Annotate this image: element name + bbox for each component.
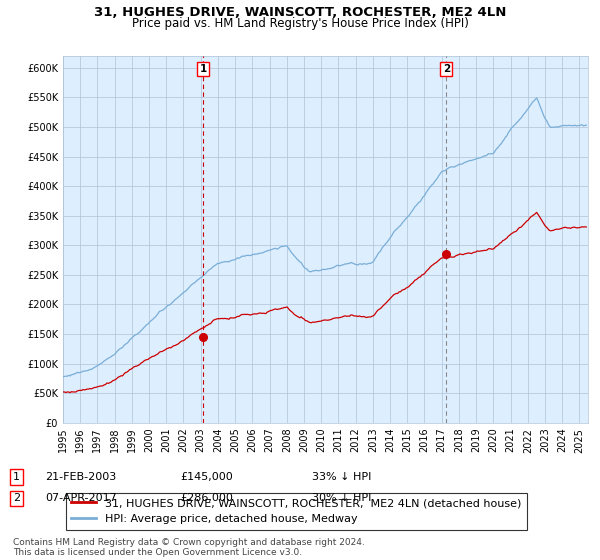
Text: 2: 2 — [13, 493, 20, 503]
Text: 33% ↓ HPI: 33% ↓ HPI — [312, 472, 371, 482]
Text: 1: 1 — [199, 64, 206, 74]
Text: 21-FEB-2003: 21-FEB-2003 — [45, 472, 116, 482]
Legend: 31, HUGHES DRIVE, WAINSCOTT, ROCHESTER,  ME2 4LN (detached house), HPI: Average : 31, HUGHES DRIVE, WAINSCOTT, ROCHESTER, … — [66, 493, 527, 530]
Text: £145,000: £145,000 — [180, 472, 233, 482]
Text: 30% ↓ HPI: 30% ↓ HPI — [312, 493, 371, 503]
Text: 2: 2 — [443, 64, 450, 74]
Text: £286,000: £286,000 — [180, 493, 233, 503]
Text: 1: 1 — [13, 472, 20, 482]
Text: 07-APR-2017: 07-APR-2017 — [45, 493, 117, 503]
Text: 31, HUGHES DRIVE, WAINSCOTT, ROCHESTER, ME2 4LN: 31, HUGHES DRIVE, WAINSCOTT, ROCHESTER, … — [94, 6, 506, 18]
Text: Contains HM Land Registry data © Crown copyright and database right 2024.
This d: Contains HM Land Registry data © Crown c… — [13, 538, 365, 557]
Text: Price paid vs. HM Land Registry's House Price Index (HPI): Price paid vs. HM Land Registry's House … — [131, 17, 469, 30]
